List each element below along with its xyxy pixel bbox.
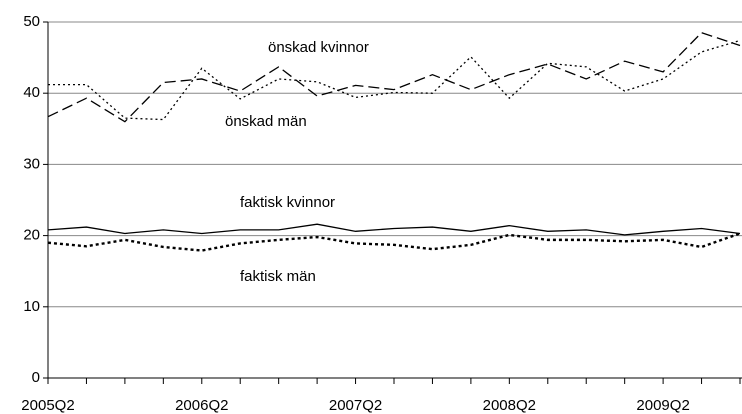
x-tick-label: 2008Q2 <box>483 397 536 414</box>
y-tick-label: 30 <box>23 155 40 172</box>
y-tick-label: 50 <box>23 13 40 30</box>
y-tick-label: 0 <box>32 369 40 386</box>
x-tick-label: 2007Q2 <box>329 397 382 414</box>
series-line <box>48 39 741 121</box>
y-tick-label: 20 <box>23 227 40 244</box>
series-label: faktisk män <box>240 268 316 285</box>
y-tick-label: 40 <box>23 84 40 101</box>
series-line <box>47 232 741 252</box>
series-label: önskad män <box>225 113 307 130</box>
series-label: önskad kvinnor <box>268 39 369 56</box>
series-line <box>47 223 741 236</box>
series-label: faktisk kvinnor <box>240 194 335 211</box>
x-tick-label: 2005Q2 <box>21 397 74 414</box>
x-tick-label: 2006Q2 <box>175 397 228 414</box>
y-tick-label: 10 <box>23 298 40 315</box>
x-tick-label: 2009Q2 <box>636 397 689 414</box>
series-line <box>47 31 741 123</box>
